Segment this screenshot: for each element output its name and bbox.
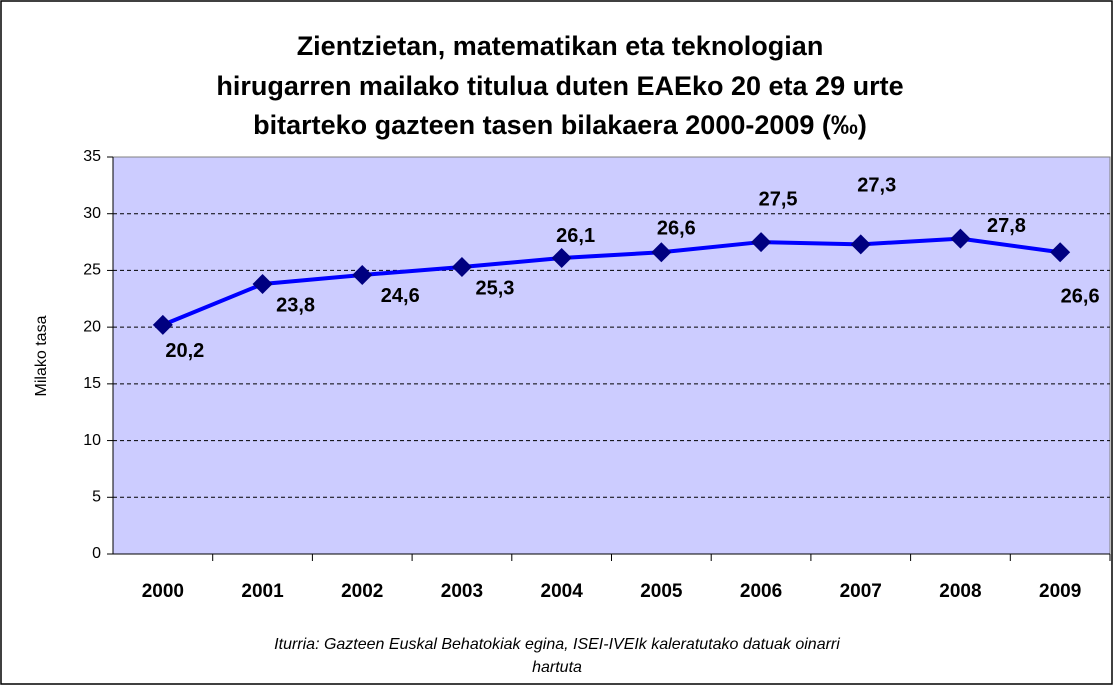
y-tick-label: 35 — [83, 148, 101, 165]
data-point — [252, 274, 273, 295]
y-tick-label: 0 — [92, 545, 101, 562]
data-label: 26,1 — [556, 225, 595, 247]
chart-title: hirugarren mailako titulua duten EAEko 2… — [216, 71, 903, 101]
data-label: 27,8 — [987, 215, 1026, 237]
data-point — [352, 264, 373, 285]
source-note: Iturria: Gazteen Euskal Behatokiak egina… — [274, 636, 840, 653]
data-point — [950, 228, 971, 249]
y-tick-label: 25 — [83, 262, 101, 279]
x-tick-label: 2009 — [1039, 581, 1081, 602]
data-point — [1050, 242, 1071, 263]
x-tick-label: 2003 — [441, 581, 483, 602]
x-tick-label: 2008 — [939, 581, 981, 602]
data-label: 26,6 — [1061, 286, 1100, 308]
x-tick-label: 2004 — [541, 581, 584, 602]
x-tick-label: 2005 — [640, 581, 683, 602]
y-tick-label: 5 — [92, 489, 101, 506]
data-point — [551, 247, 572, 268]
plot-area — [112, 156, 1111, 555]
x-tick-label: 2007 — [840, 581, 882, 602]
data-point — [152, 314, 173, 335]
data-point — [651, 242, 672, 263]
data-label: 24,6 — [381, 285, 420, 307]
x-tick-label: 2006 — [740, 581, 782, 602]
data-label: 27,3 — [857, 175, 896, 197]
chart-title: bitarteko gazteen tasen bilakaera 2000-2… — [253, 110, 867, 140]
y-tick-label: 20 — [83, 318, 101, 335]
data-label: 23,8 — [276, 294, 315, 316]
source-note: hartuta — [532, 659, 582, 676]
y-tick-label: 10 — [83, 432, 101, 449]
chart-title: Zientzietan, matematikan eta teknologian — [297, 31, 824, 61]
x-tick-label: 2000 — [142, 581, 184, 602]
data-label: 20,2 — [165, 340, 204, 362]
y-axis-label: Milako tasa — [33, 315, 50, 396]
y-tick-label: 30 — [83, 205, 101, 222]
x-tick-label: 2002 — [341, 581, 383, 602]
y-tick-label: 15 — [83, 375, 101, 392]
x-tick-label: 2001 — [241, 581, 284, 602]
data-label: 26,6 — [657, 218, 696, 240]
data-point — [751, 232, 772, 253]
data-label: 27,5 — [759, 188, 798, 210]
data-point — [451, 257, 472, 278]
data-label: 25,3 — [475, 277, 514, 299]
data-line — [162, 236, 1061, 327]
data-point — [850, 234, 871, 255]
